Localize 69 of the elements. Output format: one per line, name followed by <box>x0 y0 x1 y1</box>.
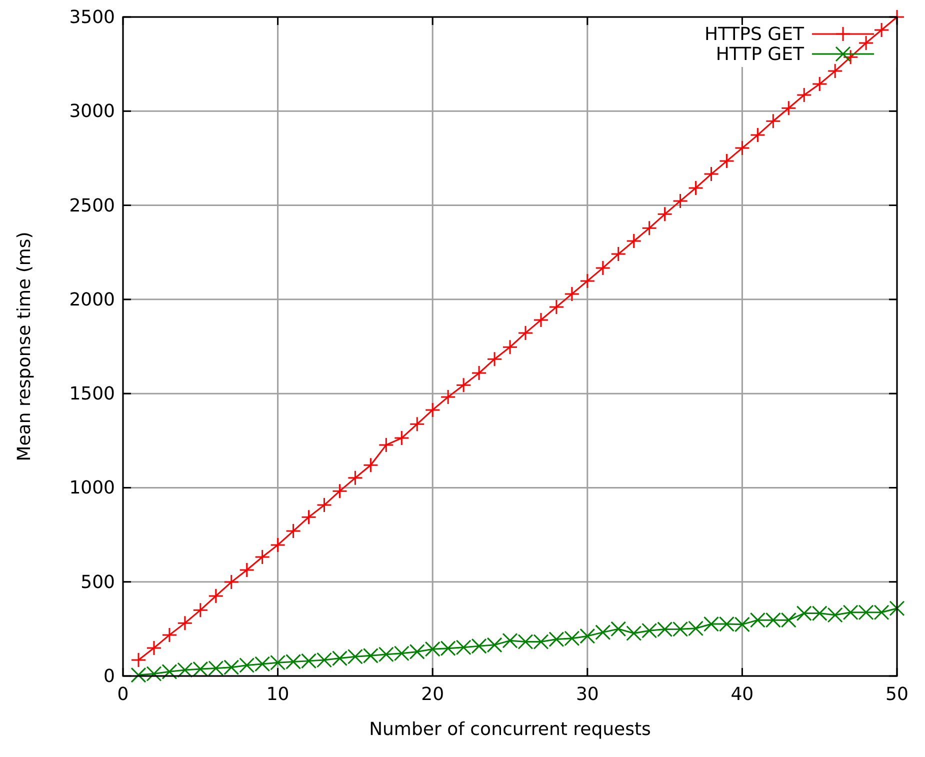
point <box>502 339 518 355</box>
point <box>224 574 240 590</box>
point <box>533 312 549 328</box>
y-tick-label: 500 <box>80 572 115 593</box>
point <box>812 76 828 92</box>
point <box>316 497 332 513</box>
point <box>486 351 502 367</box>
y-tick-label: 3500 <box>69 7 115 28</box>
point <box>409 416 425 432</box>
point <box>162 627 178 643</box>
point <box>734 140 750 156</box>
point <box>548 299 564 315</box>
point <box>518 325 534 341</box>
point <box>177 615 193 631</box>
point <box>440 389 456 405</box>
point <box>471 365 487 381</box>
point <box>889 600 905 616</box>
point <box>796 87 812 103</box>
point <box>378 437 394 453</box>
point <box>750 127 766 143</box>
y-tick-label: 0 <box>104 666 115 687</box>
point <box>827 63 843 79</box>
x-tick-label: 0 <box>117 684 129 705</box>
y-tick-label: 1000 <box>69 478 115 499</box>
point <box>626 233 642 249</box>
point <box>657 206 673 222</box>
point <box>301 509 317 525</box>
x-tick-label: 40 <box>730 684 754 705</box>
point <box>192 602 208 618</box>
point <box>424 402 440 418</box>
point <box>394 430 410 446</box>
point <box>718 153 734 169</box>
y-axis-title: Mean response time (ms) <box>14 232 35 462</box>
y-tick-label: 1500 <box>69 384 115 405</box>
point <box>456 377 472 393</box>
point <box>703 166 719 182</box>
point <box>688 180 704 196</box>
point <box>595 624 611 640</box>
x-tick-label: 50 <box>886 684 908 705</box>
point <box>842 49 858 65</box>
y-tick-label: 3000 <box>69 101 115 122</box>
legend-label: HTTPS GET <box>704 24 805 45</box>
point <box>146 640 162 656</box>
point <box>362 457 378 473</box>
x-tick-label: 20 <box>421 684 444 705</box>
point <box>672 193 688 209</box>
point <box>254 549 270 565</box>
point <box>580 273 596 289</box>
point <box>208 588 224 604</box>
point <box>130 652 146 668</box>
point <box>564 286 580 302</box>
y-tick-label: 2500 <box>69 195 115 216</box>
point <box>642 220 658 236</box>
x-tick-label: 30 <box>576 684 599 705</box>
point <box>765 113 781 129</box>
y-tick-label: 2000 <box>69 289 115 310</box>
point <box>780 100 796 116</box>
point <box>874 22 890 38</box>
x-tick-label: 10 <box>266 684 290 705</box>
point <box>332 483 348 499</box>
x-axis-title: Number of concurrent requests <box>369 719 651 740</box>
point <box>610 246 626 262</box>
point <box>286 523 302 539</box>
legend-label: HTTP GET <box>716 44 805 65</box>
point <box>595 260 611 276</box>
point <box>270 537 286 553</box>
point <box>347 470 363 486</box>
point <box>610 621 626 637</box>
point <box>239 562 255 578</box>
